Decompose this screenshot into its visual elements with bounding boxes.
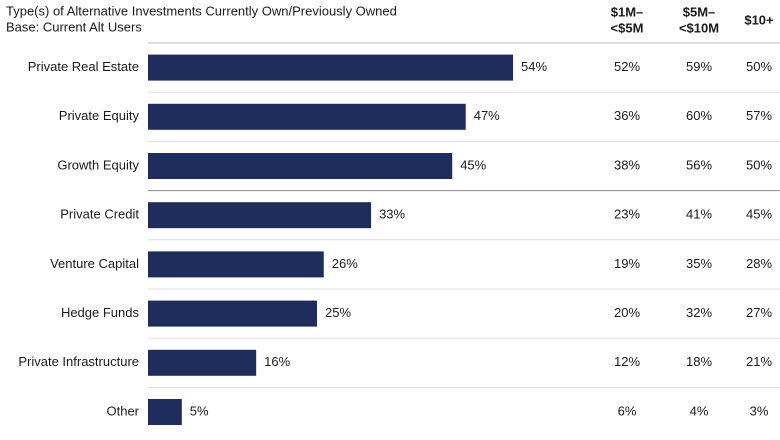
bar bbox=[148, 54, 514, 81]
table-cell: 59% bbox=[686, 59, 712, 74]
category-label: Other bbox=[106, 403, 139, 418]
value-label: 26% bbox=[332, 256, 358, 271]
table-cell: 28% bbox=[746, 256, 772, 271]
column-header: <$10M bbox=[679, 20, 719, 35]
bar bbox=[148, 153, 453, 179]
table-cell: 12% bbox=[614, 354, 640, 369]
bar bbox=[148, 103, 466, 130]
category-label: Hedge Funds bbox=[61, 305, 140, 320]
table-cell: 36% bbox=[614, 108, 640, 123]
chart-title: Type(s) of Alternative Investments Curre… bbox=[6, 3, 397, 18]
table-cell: 20% bbox=[614, 305, 640, 320]
table-cell: 4% bbox=[690, 403, 709, 418]
category-label: Growth Equity bbox=[57, 157, 139, 172]
table-cell: 19% bbox=[614, 256, 640, 271]
category-label: Private Real Estate bbox=[28, 59, 139, 74]
bar bbox=[148, 300, 317, 327]
chart-subtitle: Base: Current Alt Users bbox=[6, 19, 142, 34]
table-cell: 35% bbox=[686, 256, 712, 271]
category-label: Private Infrastructure bbox=[18, 354, 139, 369]
table-cell: 60% bbox=[686, 108, 712, 123]
table-cell: 32% bbox=[686, 305, 712, 320]
table-cell: 41% bbox=[686, 207, 712, 222]
table-cell: 18% bbox=[686, 354, 712, 369]
value-label: 47% bbox=[474, 108, 500, 123]
table-cell: 27% bbox=[746, 305, 772, 320]
column-header: $5M– bbox=[683, 4, 716, 19]
table-cell: 6% bbox=[618, 403, 637, 418]
table-cell: 57% bbox=[746, 108, 772, 123]
table-cell: 45% bbox=[746, 207, 772, 222]
bar bbox=[148, 251, 324, 278]
table-cell: 23% bbox=[614, 207, 640, 222]
table-cell: 52% bbox=[614, 59, 640, 74]
table-cell: 56% bbox=[686, 157, 712, 172]
value-label: 16% bbox=[264, 354, 290, 369]
category-label: Private Credit bbox=[60, 207, 139, 222]
column-header: $10+ bbox=[744, 12, 774, 27]
table-cell: 3% bbox=[750, 403, 769, 418]
table-cell: 21% bbox=[746, 354, 772, 369]
category-label: Venture Capital bbox=[50, 256, 139, 271]
value-label: 5% bbox=[190, 403, 209, 418]
column-header: <$5M bbox=[611, 20, 644, 35]
bar bbox=[148, 349, 257, 376]
bar bbox=[148, 202, 372, 229]
value-label: 45% bbox=[460, 157, 486, 172]
value-label: 25% bbox=[325, 305, 351, 320]
column-header: $1M– bbox=[611, 4, 644, 19]
table-cell: 50% bbox=[746, 157, 772, 172]
table-cell: 50% bbox=[746, 59, 772, 74]
category-label: Private Equity bbox=[59, 108, 140, 123]
value-label: 54% bbox=[521, 59, 547, 74]
bar bbox=[148, 399, 182, 425]
value-label: 33% bbox=[379, 207, 405, 222]
table-cell: 38% bbox=[614, 157, 640, 172]
